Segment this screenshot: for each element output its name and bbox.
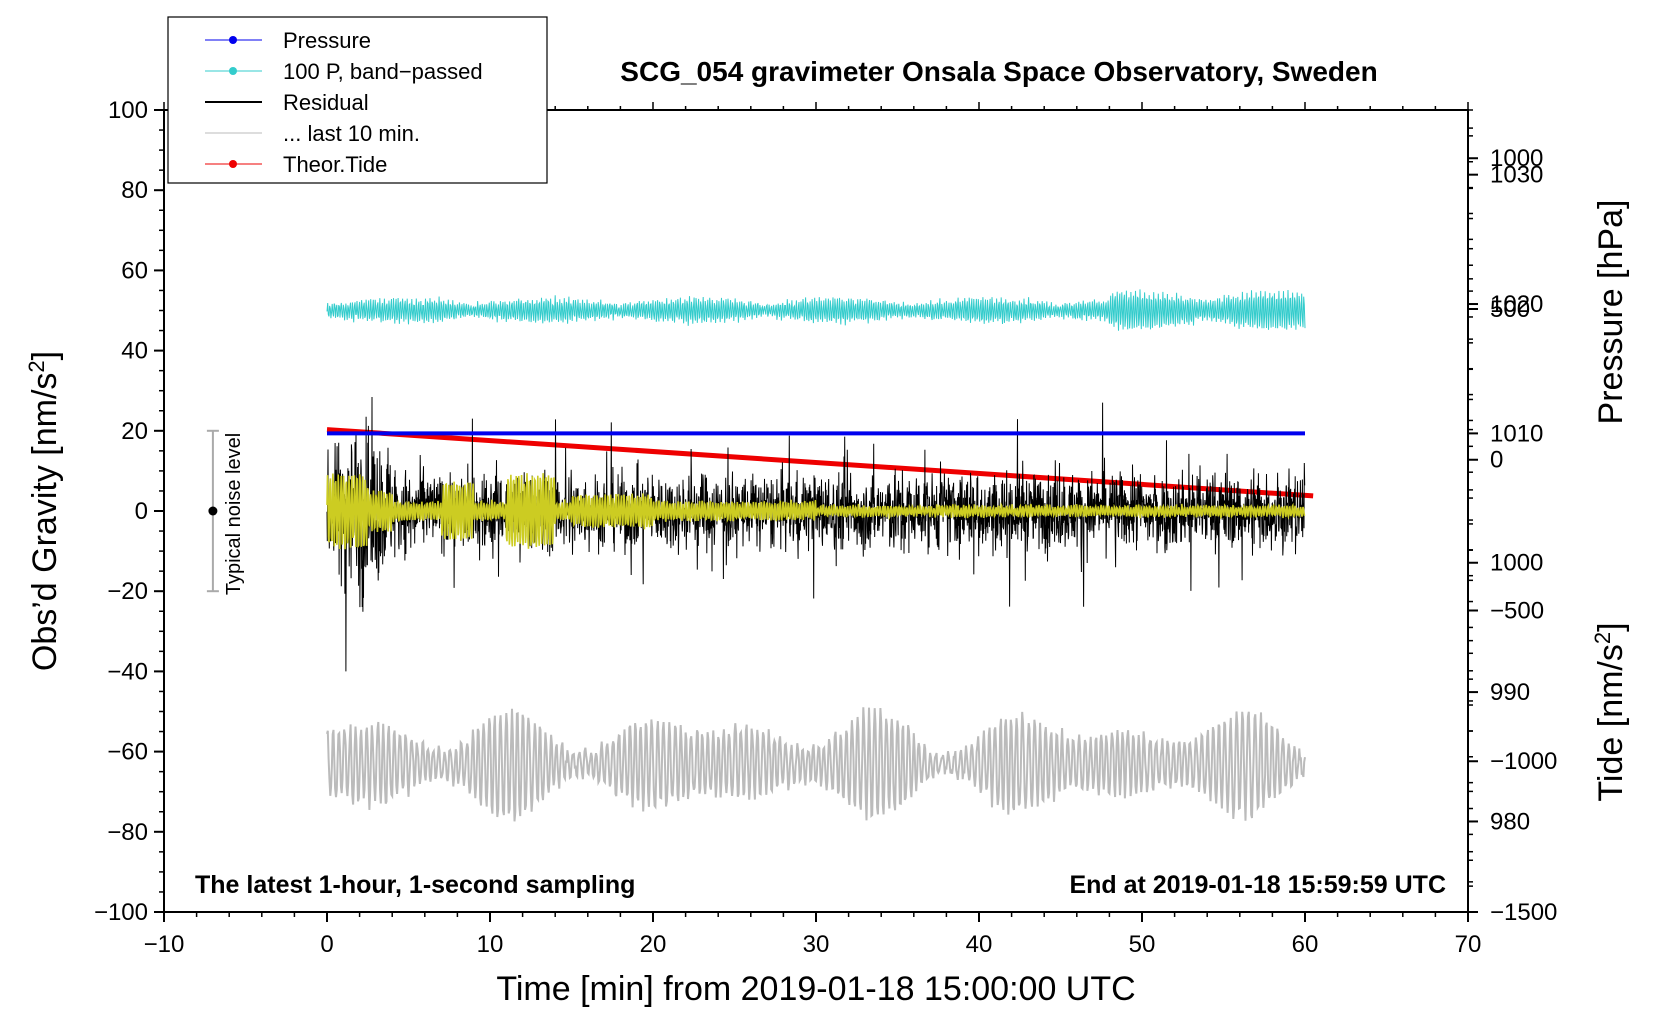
legend-marker [229,67,237,75]
x-tick-label: −10 [144,931,185,958]
series-layer [326,289,1314,822]
series-last-10-min [326,707,1306,822]
chart-title: SCG_054 gravimeter Onsala Space Observat… [620,56,1377,87]
y-tick-label: −80 [107,819,148,846]
y-axis-title-gravity-main: Obs’d Gravity [nm/s [26,373,64,672]
tide-tick-label: −1000 [1490,748,1557,775]
y-axis-tide: −1500 −1000 −500 0 500 1000 [1468,127,1557,926]
pressure-tick-label: 1010 [1490,420,1543,447]
y-tick-label: 40 [121,338,148,365]
pressure-tick-label: 1030 [1490,162,1543,189]
y-axis-title-gravity: Obs’d Gravity [nm/s2] [24,351,65,671]
noise-bar-center [208,506,218,516]
y-axis-gravity: −100 −80 −60 −40 −20 0 20 40 60 80 100 [94,97,164,926]
y-tick-label: −60 [107,739,148,766]
pressure-tick-label: 1000 [1490,550,1543,577]
y-tick-label: 100 [108,97,148,124]
legend-label: Pressure [283,28,371,53]
y-tick-label: 80 [121,177,148,204]
y-tick-label: −100 [94,899,148,926]
y-tick-label: −40 [107,658,148,685]
x-axis-title: Time [min] from 2019-01-18 15:00:00 UTC [496,970,1135,1008]
x-tick-label: 0 [320,931,333,958]
legend-label: Theor.Tide [283,152,387,177]
legend-marker [229,160,237,168]
y-axis-title-tide-sup: 2 [1590,632,1615,644]
x-tick-label: 10 [477,931,504,958]
y-axis-title-gravity-sup: 2 [24,360,49,372]
x-tick-label: 20 [640,931,667,958]
legend-label: 100 P, band−passed [283,59,483,84]
pressure-tick-label: 980 [1490,808,1530,835]
legend-label: Residual [283,90,369,115]
x-axis: −10 0 10 20 30 40 50 60 70 [144,102,1482,958]
x-tick-label: 70 [1455,931,1482,958]
x-tick-label: 30 [803,931,830,958]
y-tick-label: −20 [107,578,148,605]
series-theor-tide [326,427,1314,499]
pressure-tick-label: 1020 [1490,291,1543,318]
x-tick-label: 60 [1292,931,1319,958]
x-tick-label: 40 [966,931,993,958]
pressure-tick-label: 990 [1490,679,1530,706]
annotation-bottom-left: The latest 1-hour, 1-second sampling [195,871,635,899]
y-axis-title-pressure: Pressure [hPa] [1592,200,1630,425]
tide-tick-label: 0 [1490,447,1503,474]
annotation-bottom-right: End at 2019-01-18 15:59:59 UTC [1069,871,1446,899]
y-axis-title-tide-end: ] [1592,622,1630,631]
series-filtered-residual [326,473,1306,550]
legend-marker [229,36,237,44]
y-axis-title-gravity-end: ] [26,351,64,360]
noise-bar [206,429,219,593]
y-axis-title-tide: Tide [nm/s2] [1590,622,1631,801]
tide-tick-label: 1000 [1490,145,1543,172]
y-tick-label: 0 [135,498,148,525]
series-100p-band-passed [326,289,1306,331]
tide-tick-label: −500 [1490,597,1544,624]
x-tick-label: 50 [1129,931,1156,958]
tide-tick-label: 500 [1490,296,1530,323]
tide-tick-label: −1500 [1490,899,1557,926]
legend: Pressure 100 P, band−passed Residual ... la… [167,16,548,184]
y-axis-title-tide-main: Tide [nm/s [1592,644,1630,801]
y-tick-label: 20 [121,418,148,445]
legend-box [167,16,548,184]
legend-label: ... last 10 min. [283,121,420,146]
y-tick-label: 60 [121,257,148,284]
y-axis-pressure: 980 990 1000 1010 1020 1030 [1468,109,1543,887]
noise-bar-label: Typical noise level [223,433,245,595]
